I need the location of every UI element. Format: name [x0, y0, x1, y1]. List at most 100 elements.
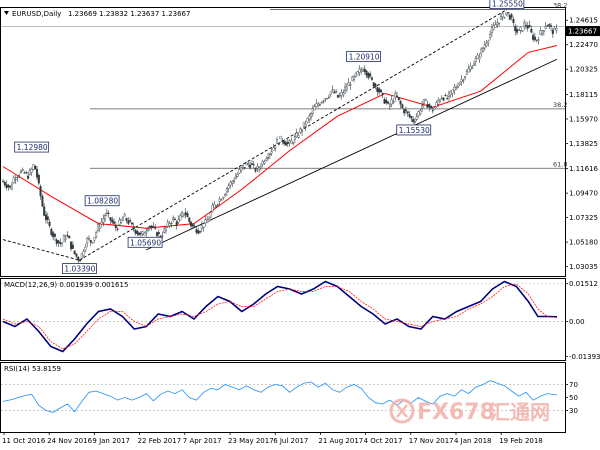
candle-body: [181, 212, 184, 217]
candle-body: [421, 105, 424, 109]
price-callout-box: [346, 51, 381, 62]
rsi-y-axis: 70 50 30: [565, 381, 578, 415]
candle-body: [272, 147, 275, 151]
candle-body: [220, 199, 223, 201]
candle-body: [224, 194, 227, 197]
candle-body: [5, 184, 8, 188]
candle-body: [381, 92, 384, 95]
fx678-watermark: FX678 汇通网: [389, 398, 550, 425]
candle-body: [7, 184, 10, 188]
candle-body: [385, 100, 388, 104]
candle-body: [134, 229, 137, 234]
price-callout-label: 1.20910: [349, 53, 380, 62]
candle-body: [57, 240, 60, 243]
y-tick-label: 1.05180: [569, 239, 598, 247]
candle-body: [528, 25, 531, 28]
candle-body: [277, 143, 280, 145]
candle-body: [250, 163, 253, 165]
candle-body: [501, 13, 504, 17]
candle-body: [66, 234, 69, 237]
candle-body: [532, 34, 535, 40]
candle-body: [96, 224, 99, 231]
candle-body: [344, 86, 347, 91]
rsi-line: [2, 380, 558, 413]
candle-body: [150, 225, 153, 228]
rsi-panel-title: RSI(14) 53.8159: [4, 365, 61, 373]
candle-body: [121, 217, 124, 221]
candle-body: [510, 14, 513, 18]
candle-body: [304, 124, 307, 127]
candle-body: [438, 99, 441, 102]
rsi-y-tick-label: 70: [569, 381, 578, 389]
macd-main-line: [2, 280, 558, 353]
candle-body: [159, 235, 162, 237]
candle-body: [535, 39, 538, 41]
candle-body: [190, 221, 193, 227]
macd-y-tick-label: 0.00: [569, 318, 585, 326]
candle-body: [104, 215, 107, 220]
candle-body: [317, 103, 320, 106]
candle-body: [480, 48, 483, 54]
candle-body: [156, 232, 159, 237]
candle-body: [256, 165, 259, 169]
candle-body: [236, 173, 239, 177]
candle-body: [503, 17, 506, 19]
candle-body: [419, 110, 422, 114]
candle-body: [299, 128, 302, 133]
candle-body: [164, 227, 167, 231]
candle-body: [422, 99, 425, 104]
candle-body: [86, 237, 89, 244]
candle-body: [440, 97, 443, 100]
candle-body: [9, 185, 12, 188]
candle-body: [28, 169, 31, 175]
candle-body: [195, 229, 198, 233]
candle-body: [456, 86, 459, 88]
x-tick-label: 22 Feb 2017: [138, 437, 182, 445]
candle-body: [517, 29, 520, 32]
y-tick-label: 1.13825: [569, 140, 598, 148]
candle-body: [508, 15, 511, 20]
candle-body: [399, 100, 402, 105]
candle-body: [227, 185, 230, 189]
candle-body: [87, 237, 90, 240]
price-callout-label: 1.05690: [130, 238, 161, 247]
candle-body: [404, 109, 407, 112]
x-tick-label: 6 Jul 2017: [273, 437, 308, 445]
rsi-panel-frame: [0, 362, 566, 433]
x-tick-label: 11 Oct 2016: [2, 437, 46, 445]
price-candles: [2, 12, 558, 265]
x-tick-label: 17 Nov 2017: [409, 437, 454, 445]
candle-body: [193, 225, 196, 227]
candle-body: [478, 57, 481, 60]
candle-body: [136, 231, 139, 235]
fib-level-label: 38.2: [553, 2, 567, 10]
candle-body: [188, 217, 191, 222]
candle-body: [426, 104, 429, 108]
candle-body: [211, 204, 214, 213]
candle-body: [52, 232, 55, 238]
candle-body: [367, 73, 370, 79]
x-tick-label: 19 Feb 2018: [499, 437, 543, 445]
candle-body: [95, 232, 98, 237]
candle-body: [301, 130, 304, 132]
candle-body: [313, 106, 316, 111]
candle-body: [417, 111, 420, 116]
candle-body: [238, 169, 241, 174]
candle-body: [505, 12, 508, 15]
price-callout-box: [84, 195, 120, 207]
candle-body: [403, 109, 406, 114]
candle-body: [451, 89, 454, 94]
candle-body: [406, 111, 409, 114]
candle-body: [374, 83, 377, 87]
candle-body: [184, 212, 187, 215]
macd-panel-frame: [0, 278, 566, 361]
candle-body: [75, 253, 78, 257]
candle-body: [202, 226, 205, 229]
candle-body: [241, 164, 244, 168]
candle-body: [102, 218, 105, 223]
candle-body: [533, 36, 536, 40]
trendline: [79, 9, 508, 261]
candle-body: [474, 58, 477, 62]
candle-body: [222, 196, 225, 199]
candle-body: [77, 257, 80, 261]
